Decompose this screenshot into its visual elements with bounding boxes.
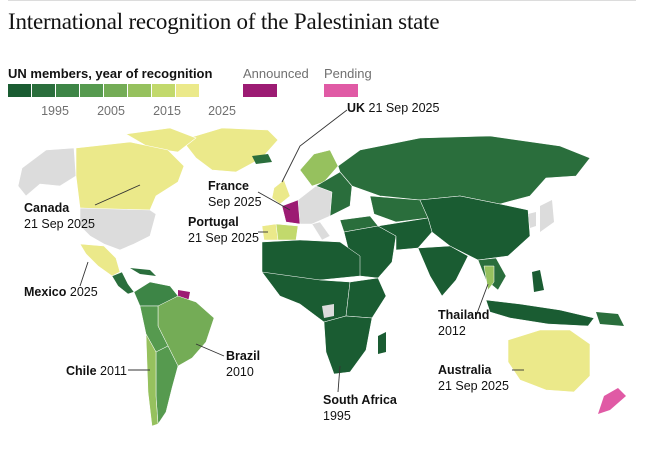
uk-leader <box>281 109 348 183</box>
indonesia <box>485 299 595 327</box>
uk <box>271 179 291 205</box>
india <box>417 245 469 297</box>
philippines <box>532 270 544 292</box>
cameroon <box>322 304 334 318</box>
central-europe <box>297 185 333 225</box>
papua <box>596 312 624 326</box>
legend-year-swatch <box>104 84 127 97</box>
france-leader <box>257 191 291 211</box>
legend-year-scale <box>8 84 200 97</box>
legend-year-swatch <box>128 84 151 97</box>
new-zealand <box>598 388 626 414</box>
legend-pending-label: Pending <box>324 66 372 81</box>
alaska <box>17 147 77 197</box>
australia <box>507 329 591 393</box>
spain <box>275 223 299 241</box>
russia <box>337 135 591 205</box>
legend-un-members-label: UN members, year of recognition <box>8 66 213 81</box>
caribbean <box>130 268 156 276</box>
label-thailand: Thailand 2012 <box>438 308 490 338</box>
legend-year-swatch <box>8 84 31 97</box>
canada-leader <box>94 184 141 206</box>
top-rule <box>8 0 636 1</box>
legend-announced-label: Announced <box>243 66 309 81</box>
legend-year-swatch <box>32 84 55 97</box>
legend-tick: 1995 <box>41 104 69 118</box>
madagascar <box>378 332 386 354</box>
brazil-leader <box>195 343 225 357</box>
southern-africa <box>323 315 373 375</box>
legend-pending-swatch <box>324 84 358 97</box>
central-america <box>111 271 135 295</box>
japan <box>540 200 554 232</box>
label-france: France Sep 2025 <box>208 179 262 209</box>
label-brazil: Brazil 2010 <box>226 349 261 379</box>
legend-announced-swatch <box>243 84 277 97</box>
label-chile: Chile 2011 <box>66 364 127 378</box>
label-mexico: Mexico 2025 <box>24 285 98 299</box>
label-canada: Canada 21 Sep 2025 <box>24 201 95 231</box>
legend-year-swatch <box>80 84 103 97</box>
leader-lines <box>79 109 524 393</box>
korea <box>528 212 536 228</box>
mexico <box>79 243 121 277</box>
west-central-africa <box>261 271 351 323</box>
chile <box>145 333 159 427</box>
label-portugal: Portugal 21 Sep 2025 <box>188 215 259 245</box>
iceland <box>252 154 272 164</box>
italy <box>311 221 331 241</box>
label-uk: UK 21 Sep 2025 <box>347 101 440 115</box>
chart-title: International recognition of the Palesti… <box>8 9 440 34</box>
legend-tick: 2005 <box>97 104 125 118</box>
legend-tick: 2025 <box>208 104 236 118</box>
thailand <box>483 265 495 291</box>
legend-year-swatch <box>176 84 199 97</box>
mexico-leader <box>79 261 89 287</box>
usa <box>79 207 157 251</box>
south-africa-leader <box>337 365 341 393</box>
canada <box>75 141 185 211</box>
legend-year-swatch <box>56 84 79 97</box>
legend-year-swatch <box>152 84 175 97</box>
thailand-leader <box>475 283 489 317</box>
kazakhstan <box>369 195 429 223</box>
east-africa <box>345 277 387 319</box>
greenland <box>181 127 279 173</box>
legend-tick: 2015 <box>153 104 181 118</box>
label-australia: Australia 21 Sep 2025 <box>438 363 509 393</box>
label-south-africa: South Africa 1995 <box>323 393 397 423</box>
